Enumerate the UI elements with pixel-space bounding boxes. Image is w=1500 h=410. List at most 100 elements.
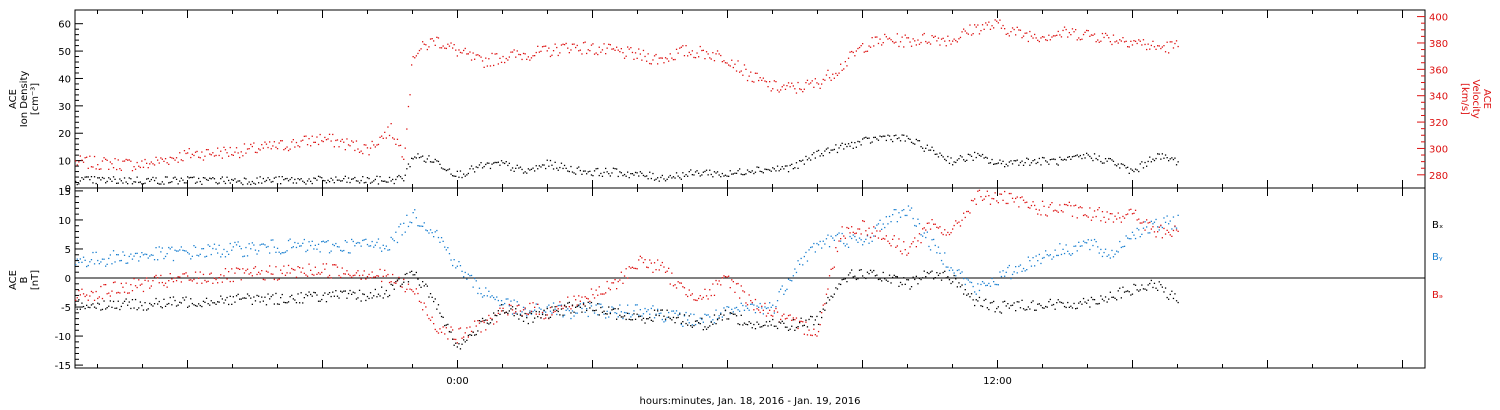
data-point [128, 301, 130, 303]
data-point [619, 51, 621, 53]
data-point [1122, 246, 1124, 248]
data-point [243, 255, 246, 257]
data-point [183, 299, 186, 301]
data-point [123, 177, 126, 179]
data-point [876, 230, 878, 232]
data-point [1092, 244, 1094, 247]
data-point [745, 302, 747, 304]
data-point [554, 306, 556, 308]
data-point [716, 50, 719, 52]
data-point [855, 239, 857, 241]
data-point [199, 304, 201, 307]
data-point [792, 319, 794, 321]
density-tick-label: 30 [58, 102, 71, 113]
data-point [822, 308, 824, 310]
data-point [374, 178, 376, 181]
data-point [977, 300, 979, 302]
data-point [1086, 152, 1088, 154]
data-point [751, 80, 753, 83]
data-point [415, 55, 417, 57]
data-point [552, 311, 555, 313]
data-point [608, 287, 610, 289]
data-point [485, 57, 487, 59]
data-point [321, 177, 323, 179]
data-point [863, 51, 865, 53]
data-point [805, 82, 807, 84]
data-point [261, 270, 263, 272]
velocity-tick-label: 380 [1429, 39, 1448, 50]
data-point [879, 135, 881, 137]
data-point [869, 46, 872, 48]
data-point [748, 321, 750, 323]
data-point [235, 181, 238, 183]
data-point [619, 304, 621, 306]
data-point [299, 146, 301, 148]
data-point [851, 269, 853, 271]
data-point [146, 309, 148, 311]
data-point [1177, 161, 1179, 163]
data-point [92, 182, 94, 184]
data-point [1065, 306, 1067, 309]
data-point [740, 70, 742, 72]
data-point [797, 326, 799, 328]
data-point [112, 300, 115, 303]
data-point [302, 302, 304, 304]
data-point [204, 301, 206, 303]
data-point [690, 53, 692, 56]
data-point [466, 53, 468, 55]
data-point [746, 79, 749, 82]
data-point [925, 229, 927, 231]
data-point [622, 52, 624, 54]
data-point [232, 154, 234, 156]
data-point [1103, 300, 1105, 302]
data-point [439, 312, 441, 314]
data-point [502, 307, 504, 309]
data-point [638, 316, 640, 318]
data-point [245, 178, 247, 180]
data-point [917, 283, 919, 285]
data-point [978, 154, 981, 156]
data-point [95, 182, 97, 185]
data-point [784, 318, 787, 320]
data-point [936, 272, 938, 274]
data-point [1158, 153, 1160, 155]
data-point [597, 294, 599, 296]
data-point [735, 306, 738, 309]
data-point [341, 250, 343, 252]
data-point [612, 307, 615, 309]
data-point [142, 309, 145, 311]
data-point [502, 162, 504, 164]
data-point [685, 322, 687, 325]
field-tick-label: -10 [55, 332, 71, 343]
data-point [166, 286, 168, 288]
data-point [1150, 220, 1152, 222]
data-point [545, 311, 547, 313]
data-point [702, 171, 704, 173]
data-point [289, 178, 291, 181]
data-point [1101, 211, 1104, 213]
data-point [469, 334, 471, 336]
data-point [439, 163, 441, 165]
data-point [215, 248, 217, 250]
data-point [548, 317, 550, 319]
data-point [322, 179, 324, 182]
data-point [87, 167, 89, 169]
data-point [440, 315, 443, 318]
data-point [814, 78, 816, 80]
data-point [459, 170, 462, 172]
data-point [923, 232, 925, 234]
data-point [712, 319, 714, 321]
data-point [483, 321, 485, 324]
data-point [467, 172, 469, 175]
data-point [493, 296, 495, 299]
data-point [1073, 205, 1075, 207]
data-point [795, 271, 798, 274]
data-point [519, 313, 522, 315]
data-point [543, 318, 545, 320]
data-point [392, 284, 394, 286]
data-point [284, 147, 287, 150]
data-point [866, 50, 869, 52]
data-point [336, 295, 339, 297]
data-point [981, 24, 984, 26]
data-point [1068, 253, 1070, 255]
